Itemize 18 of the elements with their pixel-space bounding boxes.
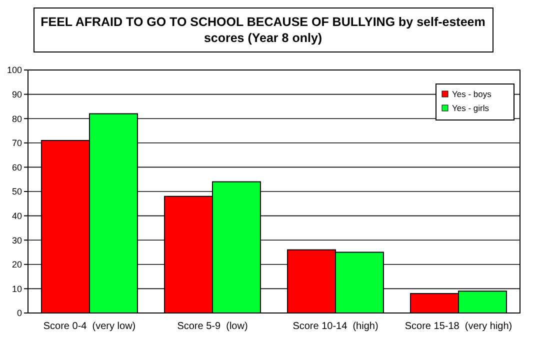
y-tick-label: 70 bbox=[12, 138, 22, 148]
y-tick-label: 50 bbox=[12, 186, 22, 197]
y-tick-label: 60 bbox=[12, 162, 22, 172]
y-tick-label: 30 bbox=[12, 235, 22, 246]
y-tick-label: 90 bbox=[12, 89, 22, 100]
x-tick-label: Score 15-18 (very high) bbox=[404, 321, 512, 332]
y-tick-label: 10 bbox=[12, 284, 22, 294]
y-tick-label: 40 bbox=[12, 210, 22, 221]
y-tick-label: 0 bbox=[16, 308, 22, 318]
legend-label: Yes - girls bbox=[452, 102, 490, 113]
x-tick-label: Score 5-9 (low) bbox=[177, 321, 248, 332]
x-tick-label: Score 0-4 (very low) bbox=[43, 321, 136, 332]
y-tick-label: 100 bbox=[6, 65, 22, 76]
y-tick-label: 80 bbox=[12, 114, 22, 124]
chart-title: FEEL AFRAID TO GO TO SCHOOL BECAUSE OF BULLYING by self-esteem scores (Year 8 only) bbox=[40, 15, 486, 45]
y-tick-label: 20 bbox=[12, 260, 22, 270]
legend-label: Yes - boys bbox=[452, 88, 492, 99]
x-tick-label: Score 10-14 (high) bbox=[292, 321, 378, 332]
